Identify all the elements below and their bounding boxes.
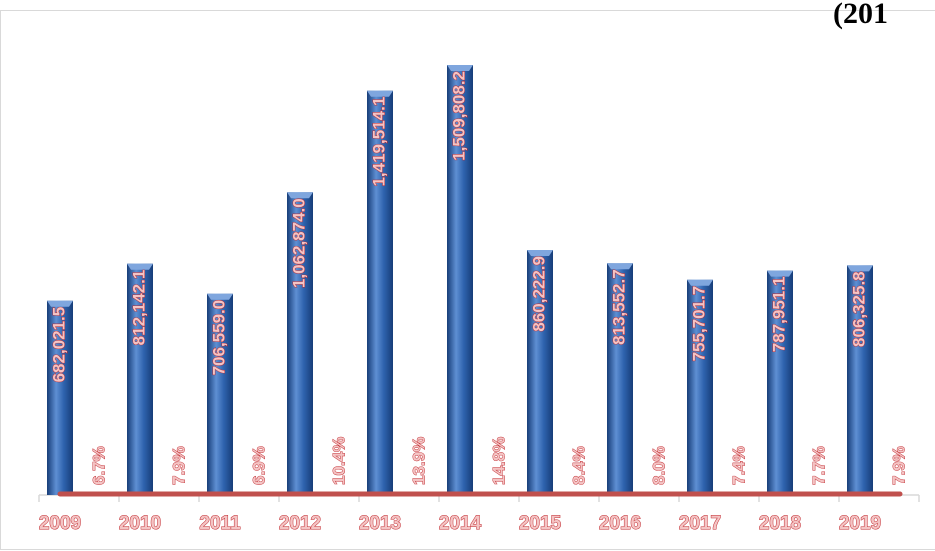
year-label: 2009 [39,513,81,534]
bar-bevel [447,65,473,71]
bar-value-label: 1,062,874.0 [289,198,308,288]
year-label: 2018 [759,513,801,534]
bar-body [287,192,313,495]
bar-body [447,65,473,495]
bar-value-label: 682,021.5 [49,307,68,383]
bar-bevel [367,90,393,97]
bar-2014 [447,65,473,495]
bar-value-label: 812,142.1 [129,270,148,346]
bar-2010 [127,263,153,495]
year-label: 2014 [439,513,482,534]
pct-label: 8.0% [649,446,668,485]
bar-2019 [847,265,873,495]
bar-body [847,265,873,495]
year-label: 2010 [119,513,161,534]
bar-2016 [607,263,633,495]
bar-bevel [847,265,873,272]
bar-body [767,270,793,495]
bar-value-label: 860,222.9 [529,256,548,332]
bar-bevel [287,192,313,199]
pct-label: 7.9% [889,446,908,485]
chart-title: (201 [833,0,888,30]
bar-bevel [47,300,73,307]
year-label: 2013 [359,513,401,534]
year-label: 2011 [199,513,241,534]
bar-2011 [207,293,233,495]
bar-body [527,250,553,495]
bar-value-label: 806,325.8 [849,271,868,347]
bar-bevel [527,250,553,257]
bar-2009 [47,300,73,495]
bar-body [47,300,73,495]
year-label: 2012 [279,513,321,534]
labels-group: 682,021.5 6.7% 2009 812,142.1 7.9% 2010 706,55… [38,71,909,535]
pct-label: 6.7% [89,446,108,485]
bar-value-label: 1,419,514.1 [369,97,388,187]
bar-body [687,279,713,495]
pct-label: 7.7% [809,446,828,485]
chart-svg: 682,021.5 6.7% 2009 812,142.1 7.9% 2010 706,55… [38,65,920,535]
pct-label: 8.4% [569,446,588,485]
pct-label: 6.9% [249,446,268,485]
bar-2015 [527,250,553,495]
year-label: 2019 [839,513,881,534]
bar-value-label: 755,701.7 [689,286,708,362]
bar-2018 [767,270,793,495]
bar-2017 [687,279,713,495]
bar-bevel [767,270,793,277]
pct-label: 13.9% [409,437,428,485]
bar-value-label: 706,559.0 [209,300,228,376]
bar-value-label: 813,552.7 [609,269,628,345]
bar-body [367,90,393,495]
pct-label: 10.4% [329,437,348,485]
bar-bevel [207,293,233,300]
pct-label: 7.4% [729,446,748,485]
bar-body [607,263,633,495]
pct-label: 7.9% [169,446,188,485]
bar-value-label: 1,509,808.2 [449,71,468,161]
bar-2013 [367,90,393,495]
bar-value-label: 787,951.1 [769,277,788,353]
bar-bevel [607,263,633,270]
bar-body [207,293,233,495]
bar-body [127,263,153,495]
year-label: 2016 [599,513,641,534]
pct-label: 14.8% [489,437,508,485]
bars-group [47,65,873,495]
bar-2012 [287,192,313,495]
year-label: 2017 [679,513,721,534]
year-label: 2015 [519,513,562,534]
bar-bevel [127,263,153,270]
bar-bevel [687,279,713,286]
